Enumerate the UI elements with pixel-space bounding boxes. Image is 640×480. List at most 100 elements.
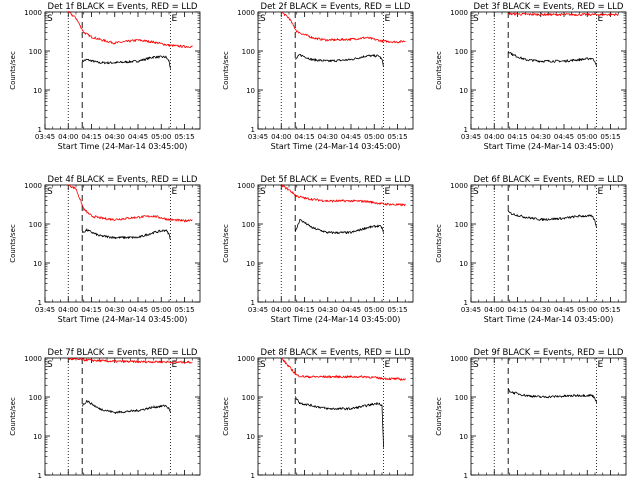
y-tick-label: 1 — [464, 126, 468, 134]
panel-det-4: Det 4f BLACK = Events, RED = LLD 1 10 100 10… — [9, 175, 201, 324]
y-tick-label: 1 — [38, 472, 42, 480]
x-tick-label: 04:00 — [271, 306, 291, 314]
start-marker: S — [47, 14, 53, 24]
x-tick-label: 05:00 — [577, 133, 597, 141]
y-tick-label: 10 — [459, 433, 468, 441]
x-tick-label: 04:30 — [318, 306, 338, 314]
events-series-line — [507, 210, 597, 228]
y-tick-label: 10 — [459, 260, 468, 268]
x-tick-label: 04:00 — [58, 133, 78, 141]
panel-det-8: Det 8f BLACK = Events, RED = LLD 1 10 100 10… — [222, 348, 414, 480]
y-tick-label: 1 — [38, 126, 42, 134]
start-marker: S — [260, 360, 266, 370]
y-tick-label: 1000 — [450, 182, 468, 190]
end-marker: E — [172, 14, 178, 24]
x-tick-label: 04:30 — [531, 133, 551, 141]
start-marker: S — [473, 360, 479, 370]
y-axis-label: Counts/sec — [222, 51, 230, 90]
end-marker: E — [172, 360, 178, 370]
end-marker: E — [172, 187, 178, 197]
x-tick-label: 05:15 — [387, 306, 407, 314]
y-tick-label: 1 — [251, 126, 255, 134]
panel-title: Det 8f BLACK = Events, RED = LLD — [261, 348, 411, 358]
y-tick-label: 100 — [242, 48, 255, 56]
y-tick-label: 10 — [33, 87, 42, 95]
x-tick-label: 03:45 — [248, 306, 268, 314]
y-tick-label: 10 — [246, 260, 255, 268]
y-tick-label: 1000 — [237, 355, 255, 363]
panel-title: Det 2f BLACK = Events, RED = LLD — [261, 2, 411, 12]
x-tick-label: 03:45 — [461, 133, 481, 141]
y-tick-label: 1 — [464, 472, 468, 480]
x-tick-label: 05:00 — [151, 133, 171, 141]
x-tick-label: 05:15 — [600, 133, 620, 141]
x-tick-label: 04:30 — [105, 306, 125, 314]
x-tick-label: 03:45 — [35, 306, 55, 314]
x-tick-label: 04:15 — [507, 306, 527, 314]
y-axis-label: Counts/sec — [9, 51, 17, 90]
panel-det-6: Det 6f BLACK = Events, RED = LLD 1 10 100 10… — [435, 175, 627, 324]
lld-series-line — [67, 184, 193, 223]
y-tick-label: 100 — [455, 394, 468, 402]
x-tick-label: 04:30 — [531, 306, 551, 314]
y-axis-label: Counts/sec — [222, 224, 230, 263]
x-tick-label: 05:00 — [364, 306, 384, 314]
x-tick-label: 04:15 — [294, 133, 314, 141]
x-tick-label: 04:15 — [507, 133, 527, 141]
y-axis-label: Counts/sec — [435, 224, 443, 263]
x-tick-label: 05:00 — [577, 306, 597, 314]
x-tick-label: 05:15 — [174, 306, 194, 314]
x-axis-label: Start Time (24-Mar-14 03:45:00) — [484, 142, 614, 151]
y-tick-label: 10 — [33, 260, 42, 268]
x-tick-label: 05:00 — [364, 133, 384, 141]
panel-det-5: Det 5f BLACK = Events, RED = LLD 1 10 100 10… — [222, 175, 414, 324]
y-tick-label: 100 — [29, 48, 42, 56]
panel-title: Det 1f BLACK = Events, RED = LLD — [48, 2, 198, 12]
x-axis-label: Start Time (24-Mar-14 03:45:00) — [271, 315, 401, 324]
events-series-line — [81, 399, 171, 414]
y-tick-label: 1000 — [237, 182, 255, 190]
x-tick-label: 04:45 — [341, 306, 361, 314]
panel-det-3: Det 3f BLACK = Events, RED = LLD 1 10 100 10… — [435, 2, 627, 151]
x-tick-label: 05:15 — [174, 133, 194, 141]
events-series-line — [507, 51, 597, 67]
y-tick-label: 100 — [455, 48, 468, 56]
lld-series-line — [281, 357, 406, 381]
y-axis-label: Counts/sec — [435, 397, 443, 436]
x-tick-label: 04:00 — [58, 306, 78, 314]
y-tick-label: 100 — [29, 394, 42, 402]
x-tick-label: 05:15 — [387, 133, 407, 141]
y-tick-label: 1000 — [24, 9, 42, 17]
x-tick-label: 04:45 — [554, 133, 574, 141]
lld-series-line — [281, 183, 406, 207]
start-marker: S — [473, 187, 479, 197]
y-tick-label: 10 — [33, 433, 42, 441]
x-axis-label: Start Time (24-Mar-14 03:45:00) — [271, 142, 401, 151]
lld-series-line — [508, 12, 619, 17]
end-marker: E — [598, 187, 604, 197]
x-tick-label: 04:30 — [105, 133, 125, 141]
panel-title: Det 6f BLACK = Events, RED = LLD — [474, 175, 624, 185]
y-axis-label: Counts/sec — [222, 397, 230, 436]
panel-title: Det 7f BLACK = Events, RED = LLD — [48, 348, 198, 358]
x-tick-label: 05:15 — [600, 306, 620, 314]
events-series-line — [295, 53, 384, 67]
start-marker: S — [473, 14, 479, 24]
start-marker: S — [47, 187, 53, 197]
y-tick-label: 1000 — [237, 9, 255, 17]
x-tick-label: 04:15 — [81, 133, 101, 141]
events-series-line — [81, 228, 171, 240]
events-series-line — [81, 55, 171, 69]
y-tick-label: 1 — [251, 472, 255, 480]
x-tick-label: 05:00 — [151, 306, 171, 314]
panel-title: Det 4f BLACK = Events, RED = LLD — [48, 175, 198, 185]
y-tick-label: 1000 — [24, 182, 42, 190]
x-tick-label: 04:45 — [128, 133, 148, 141]
lld-series-line — [280, 11, 406, 44]
y-tick-label: 1 — [464, 299, 468, 307]
x-axis-label: Start Time (24-Mar-14 03:45:00) — [58, 315, 188, 324]
panel-title: Det 3f BLACK = Events, RED = LLD — [474, 2, 624, 12]
end-marker: E — [385, 187, 391, 197]
end-marker: E — [598, 14, 604, 24]
